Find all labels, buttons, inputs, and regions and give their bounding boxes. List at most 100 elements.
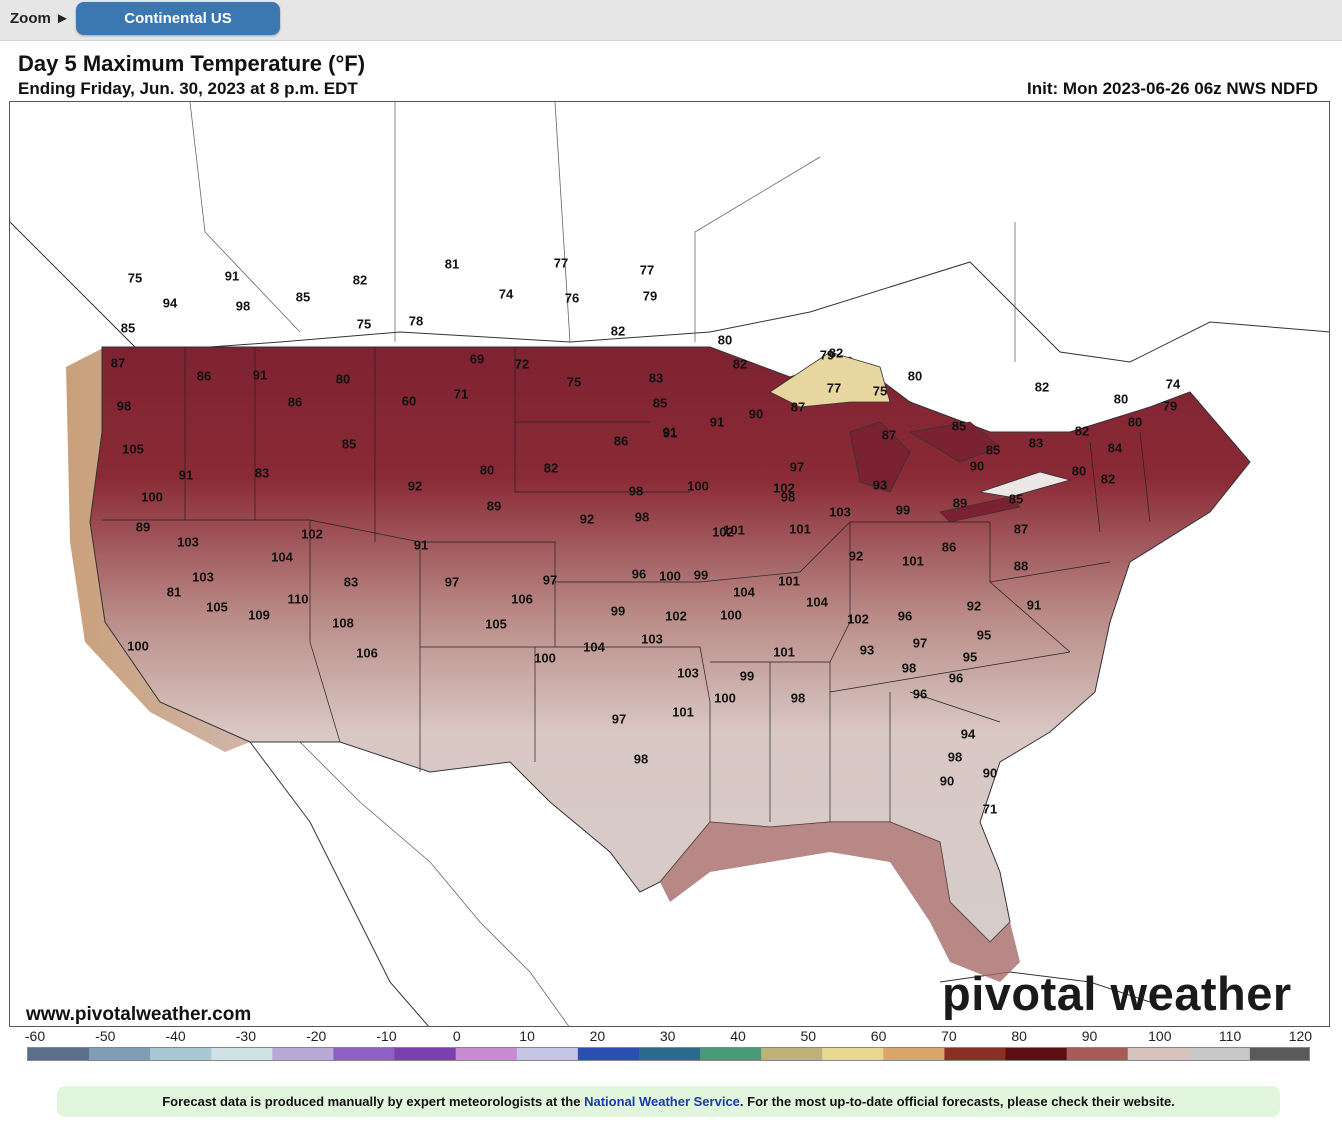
temperature-label: 96: [948, 670, 964, 686]
temperature-label: 100: [720, 607, 742, 623]
temperature-label: 100: [534, 650, 556, 666]
temperature-label: 104: [806, 594, 828, 610]
temperature-label: 80: [1071, 463, 1087, 479]
temperature-label: 105: [206, 599, 228, 615]
temperature-label: 74: [498, 286, 514, 302]
colorbar-segment: [150, 1048, 213, 1060]
colorbar-segment: [211, 1048, 274, 1060]
temperature-label: 91: [224, 268, 240, 284]
temperature-label: 72: [514, 356, 530, 372]
colorbar-tick-label: -50: [95, 1028, 116, 1044]
website-url: www.pivotalweather.com: [26, 1004, 252, 1025]
temperature-label: 98: [628, 483, 644, 499]
temperature-label: 75: [872, 383, 888, 399]
temperature-label: 74: [1165, 376, 1181, 392]
temperature-label: 88: [1013, 558, 1029, 574]
temperature-label: 82: [543, 460, 559, 476]
colorbar-tick-label: -10: [376, 1028, 397, 1044]
temperature-label: 87: [110, 355, 126, 371]
temperature-label: 97: [912, 635, 928, 651]
temperature-label: 80: [1113, 391, 1129, 407]
colorbar-segment: [272, 1048, 335, 1060]
temperature-label: 101: [672, 704, 694, 720]
temperature-label: 98: [633, 751, 649, 767]
temperature-label: 91: [178, 467, 194, 483]
temperature-label: 102: [301, 526, 323, 542]
colorbar-tick-label: -20: [306, 1028, 327, 1044]
temperature-label: 86: [287, 394, 303, 410]
temperature-label: 82: [1074, 423, 1090, 439]
continental-us-button[interactable]: Continental US: [76, 2, 280, 35]
temperature-label: 102: [773, 480, 795, 496]
colorbar-tick-label: 40: [730, 1028, 746, 1044]
colorbar-tick-label: -60: [24, 1028, 46, 1044]
valid-time: Ending Friday, Jun. 30, 2023 at 8 p.m. E…: [18, 79, 358, 98]
temperature-label: 98: [790, 690, 806, 706]
temperature-label: 80: [1127, 414, 1143, 430]
temperature-label: 101: [789, 521, 811, 537]
colorbar-segment: [1249, 1048, 1309, 1060]
temperature-map[interactable]: 75 91 98 85 94 82 81 77 77 79 76 74 85 75 78 87 86 91 80 69…: [9, 101, 1330, 1027]
temperature-label: 77: [553, 255, 569, 271]
temperature-label: 84: [1107, 440, 1123, 456]
temperature-label: 104: [583, 639, 605, 655]
colorbar-segment: [822, 1048, 885, 1060]
colorbar-tick-label: 100: [1148, 1028, 1172, 1044]
temperature-label: 99: [895, 502, 911, 518]
temperature-label: 79: [819, 347, 835, 363]
temperature-label: 85: [295, 289, 311, 305]
temperature-label: 94: [162, 295, 178, 311]
colorbar-tick-label: 120: [1288, 1028, 1313, 1044]
temperature-label: 100: [127, 638, 149, 654]
colorbar-segment: [883, 1048, 946, 1060]
temperature-label: 106: [511, 591, 533, 607]
temperature-label: 105: [485, 616, 507, 632]
temperature-label: 90: [939, 773, 955, 789]
temperature-label: 82: [1034, 379, 1050, 395]
temperature-colorbar: [27, 1047, 1310, 1061]
colorbar-segment: [28, 1048, 91, 1060]
temperature-label: 108: [332, 615, 354, 631]
colorbar-tick-label: 90: [1081, 1028, 1098, 1044]
colorbar-tick-label: 10: [519, 1028, 535, 1044]
forecast-disclaimer: Forecast data is produced manually by ex…: [57, 1086, 1280, 1117]
temperature-label: 98: [235, 298, 251, 314]
temperature-label: 90: [748, 406, 764, 422]
temperature-label: 91: [252, 367, 268, 383]
temperature-label: 83: [343, 574, 359, 590]
temperature-label: 109: [248, 607, 270, 623]
temperature-label: 69: [469, 351, 485, 367]
temperature-label: 71: [453, 386, 469, 402]
temperature-label: 92: [407, 478, 423, 494]
nws-link[interactable]: National Weather Service: [584, 1094, 740, 1109]
colorbar-segment: [394, 1048, 457, 1060]
temperature-label: 99: [739, 668, 755, 684]
colorbar-tick-label: -30: [235, 1028, 257, 1044]
temperature-label: 100: [659, 568, 681, 584]
temperature-label: 101: [773, 644, 795, 660]
temperature-label: 60: [401, 393, 417, 409]
map-title: Day 5 Maximum Temperature (°F): [18, 51, 366, 76]
temperature-label: 98: [901, 660, 917, 676]
colorbar-tick-label: 80: [1011, 1028, 1027, 1044]
temperature-label: 101: [778, 573, 800, 589]
temperature-label: 81: [444, 256, 460, 272]
colorbar-tick-label: 70: [941, 1028, 957, 1044]
zoom-label: Zoom ►: [10, 10, 70, 27]
temperature-label: 81: [166, 584, 182, 600]
temperature-label: 79: [1162, 398, 1178, 414]
temperature-label: 103: [192, 569, 214, 585]
temperature-label: 89: [135, 519, 151, 535]
temperature-label: 75: [127, 270, 143, 286]
temperature-label: 75: [356, 316, 372, 332]
temperature-label: 80: [335, 371, 351, 387]
temperature-label: 75: [566, 374, 582, 390]
temperature-label: 103: [177, 534, 199, 550]
colorbar-segment: [700, 1048, 763, 1060]
temperature-label: 77: [639, 262, 655, 278]
disclaimer-text-end: . For the most up-to-date official forec…: [739, 1094, 1175, 1109]
temperature-label: 95: [976, 627, 992, 643]
temperature-label: 83: [254, 465, 270, 481]
init-time: Init: Mon 2023-06-26 06z NWS NDFD: [1027, 79, 1318, 98]
colorbar-segment: [333, 1048, 396, 1060]
